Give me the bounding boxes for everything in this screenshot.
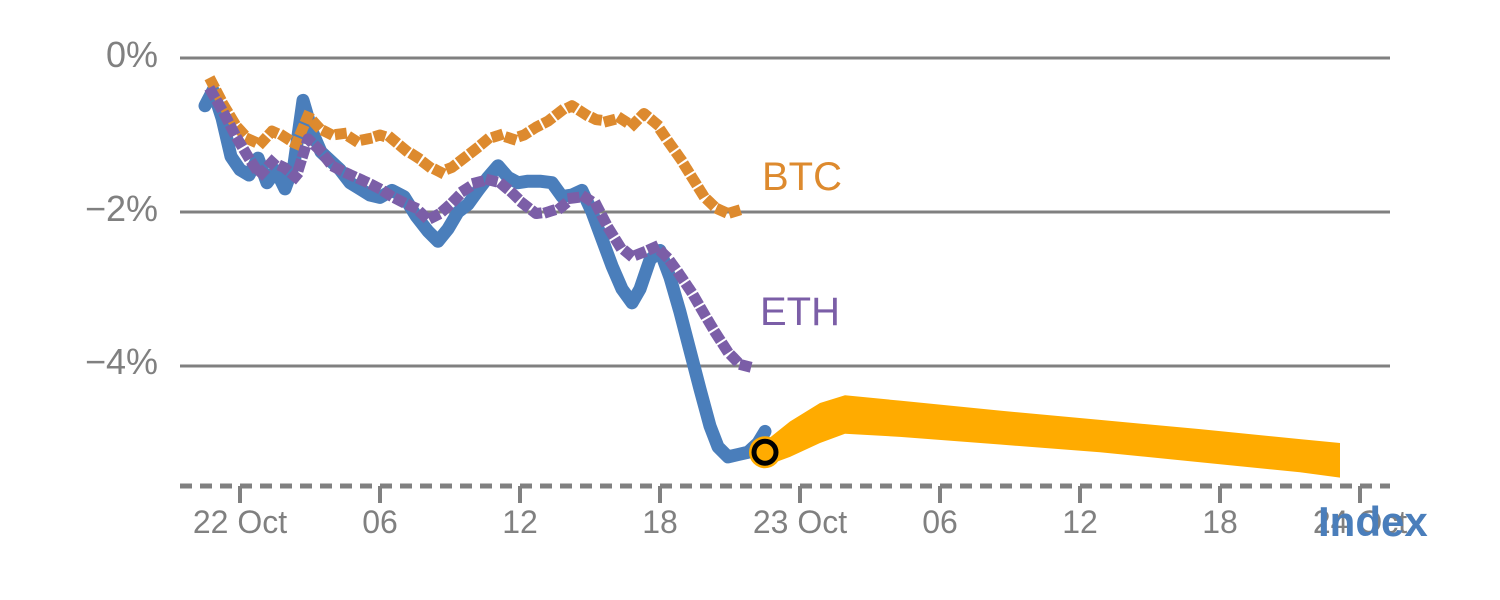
y-tick-label-1: −2% [84, 188, 158, 229]
x-tick-label-8: 24 Oct [1312, 504, 1408, 540]
y-tick-label-2: −4% [84, 341, 158, 382]
marker-ring [751, 438, 779, 466]
data-series [198, 75, 772, 464]
x-tick-label-2: 12 [502, 504, 538, 540]
x-tick-label-6: 12 [1062, 504, 1098, 540]
series-label-btc: BTC [762, 155, 842, 199]
series-label-eth: ETH [760, 290, 840, 334]
gridlines [180, 56, 1390, 368]
forecast-band [765, 395, 1340, 478]
x-tick-label-1: 06 [362, 504, 398, 540]
x-tick-label-7: 18 [1202, 504, 1238, 540]
x-tick-label-4: 23 Oct [752, 504, 848, 540]
series-line-eth [204, 85, 759, 375]
x-tick-label-5: 06 [922, 504, 958, 540]
x-tick-label-3: 18 [642, 504, 678, 540]
forecast-band-area [765, 395, 1340, 478]
x-axis-ticks [238, 486, 1362, 503]
forecast-start-marker [749, 436, 781, 469]
series-line-btc [204, 75, 745, 220]
x-tick-label-0: 22 Oct [192, 504, 288, 540]
series-label-index: Index [1318, 498, 1428, 545]
y-tick-label-0: 0% [105, 34, 158, 75]
